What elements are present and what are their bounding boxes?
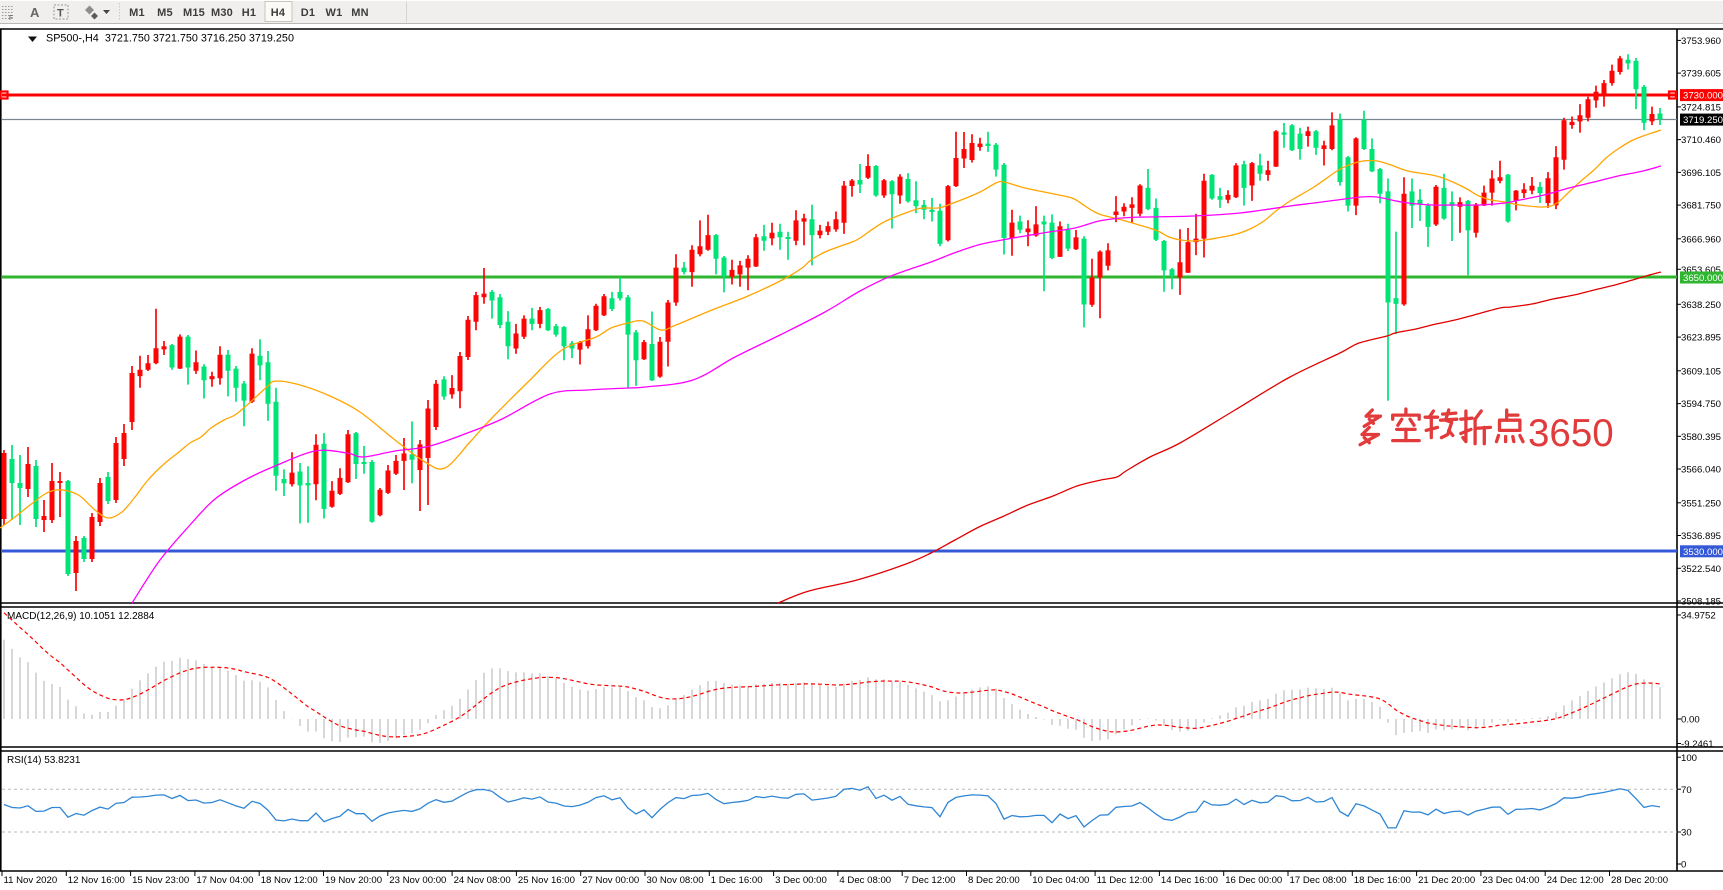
svg-text:3650.000: 3650.000 — [1683, 273, 1723, 284]
svg-text:H1: H1 — [242, 7, 256, 19]
svg-text:27 Nov 00:00: 27 Nov 00:00 — [582, 875, 639, 886]
svg-text:25 Nov 16:00: 25 Nov 16:00 — [518, 875, 575, 886]
svg-text:1 Dec 16:00: 1 Dec 16:00 — [711, 875, 763, 886]
svg-text:RSI(14) 53.8231: RSI(14) 53.8231 — [7, 755, 81, 766]
svg-text:3753.960: 3753.960 — [1681, 36, 1721, 47]
svg-text:D1: D1 — [301, 7, 315, 19]
svg-text:3623.895: 3623.895 — [1681, 333, 1721, 344]
svg-text:19 Nov 20:00: 19 Nov 20:00 — [325, 875, 382, 886]
svg-text:3739.605: 3739.605 — [1681, 69, 1721, 80]
svg-text:100: 100 — [1681, 753, 1697, 764]
svg-text:12 Nov 16:00: 12 Nov 16:00 — [68, 875, 125, 886]
svg-text:10 Dec 04:00: 10 Dec 04:00 — [1032, 875, 1089, 886]
svg-text:15 Nov 23:00: 15 Nov 23:00 — [132, 875, 189, 886]
svg-text:M30: M30 — [211, 7, 233, 19]
svg-text:28 Dec 20:00: 28 Dec 20:00 — [1611, 875, 1668, 886]
svg-text:0.00: 0.00 — [1681, 715, 1700, 726]
svg-text:3594.750: 3594.750 — [1681, 399, 1721, 410]
svg-text:34.9752: 34.9752 — [1681, 611, 1716, 622]
svg-text:3653.605: 3653.605 — [1681, 265, 1721, 276]
svg-text:A: A — [30, 5, 40, 20]
svg-text:3650: 3650 — [1528, 412, 1614, 455]
svg-text:MACD(12,26,9) 10.1051 12.2884: MACD(12,26,9) 10.1051 12.2884 — [7, 611, 155, 622]
svg-text:24 Dec 12:00: 24 Dec 12:00 — [1547, 875, 1604, 886]
svg-text:3551.250: 3551.250 — [1681, 498, 1721, 509]
svg-text:4 Dec 08:00: 4 Dec 08:00 — [839, 875, 891, 886]
svg-text:3530.000: 3530.000 — [1683, 547, 1723, 558]
svg-text:17 Dec 08:00: 17 Dec 08:00 — [1290, 875, 1347, 886]
svg-text:3724.815: 3724.815 — [1681, 103, 1721, 114]
svg-text:8 Dec 20:00: 8 Dec 20:00 — [968, 875, 1020, 886]
svg-text:W1: W1 — [326, 7, 343, 19]
svg-text:SP500-,H4 3721.750 3721.750 3: SP500-,H4 3721.750 3721.750 3716.250 371… — [46, 33, 294, 45]
svg-text:3580.395: 3580.395 — [1681, 432, 1721, 443]
svg-text:24 Nov 08:00: 24 Nov 08:00 — [454, 875, 511, 886]
svg-text:3536.895: 3536.895 — [1681, 531, 1721, 542]
svg-text:11 Dec 12:00: 11 Dec 12:00 — [1097, 875, 1153, 886]
svg-text:-9.2461: -9.2461 — [1681, 739, 1714, 750]
svg-text:3609.105: 3609.105 — [1681, 366, 1721, 377]
svg-text:H4: H4 — [271, 7, 286, 19]
svg-text:3666.960: 3666.960 — [1681, 234, 1721, 245]
svg-text:23 Nov 00:00: 23 Nov 00:00 — [389, 875, 446, 886]
svg-text:MN: MN — [351, 7, 369, 19]
svg-text:3566.040: 3566.040 — [1681, 465, 1721, 476]
svg-text:M1: M1 — [129, 7, 145, 19]
svg-text:3 Dec 00:00: 3 Dec 00:00 — [775, 875, 827, 886]
svg-text:M5: M5 — [157, 7, 173, 19]
svg-text:21 Dec 20:00: 21 Dec 20:00 — [1418, 875, 1475, 886]
svg-text:14 Dec 16:00: 14 Dec 16:00 — [1161, 875, 1218, 886]
svg-text:16 Dec 00:00: 16 Dec 00:00 — [1225, 875, 1282, 886]
svg-text:3696.105: 3696.105 — [1681, 168, 1721, 179]
svg-text:18 Dec 16:00: 18 Dec 16:00 — [1354, 875, 1411, 886]
svg-text:23 Dec 04:00: 23 Dec 04:00 — [1482, 875, 1539, 886]
svg-text:0: 0 — [1681, 860, 1686, 871]
svg-text:7 Dec 12:00: 7 Dec 12:00 — [904, 875, 956, 886]
svg-text:3710.460: 3710.460 — [1681, 135, 1721, 146]
svg-text:70: 70 — [1681, 785, 1692, 796]
svg-text:3508.185: 3508.185 — [1681, 597, 1721, 608]
svg-text:30 Nov 08:00: 30 Nov 08:00 — [647, 875, 704, 886]
svg-text:17 Nov 04:00: 17 Nov 04:00 — [196, 875, 253, 886]
svg-text:11 Nov 2020: 11 Nov 2020 — [4, 875, 58, 886]
svg-text:30: 30 — [1681, 828, 1692, 839]
svg-text:3522.540: 3522.540 — [1681, 564, 1721, 575]
svg-text:M15: M15 — [183, 7, 205, 19]
svg-text:3681.750: 3681.750 — [1681, 201, 1721, 212]
svg-text:T: T — [57, 8, 64, 20]
svg-text:F: F — [9, 15, 13, 22]
svg-text:3730.000: 3730.000 — [1683, 91, 1723, 102]
svg-text:3719.250: 3719.250 — [1683, 115, 1723, 126]
svg-text:18 Nov 12:00: 18 Nov 12:00 — [261, 875, 318, 886]
svg-text:3638.250: 3638.250 — [1681, 300, 1721, 311]
